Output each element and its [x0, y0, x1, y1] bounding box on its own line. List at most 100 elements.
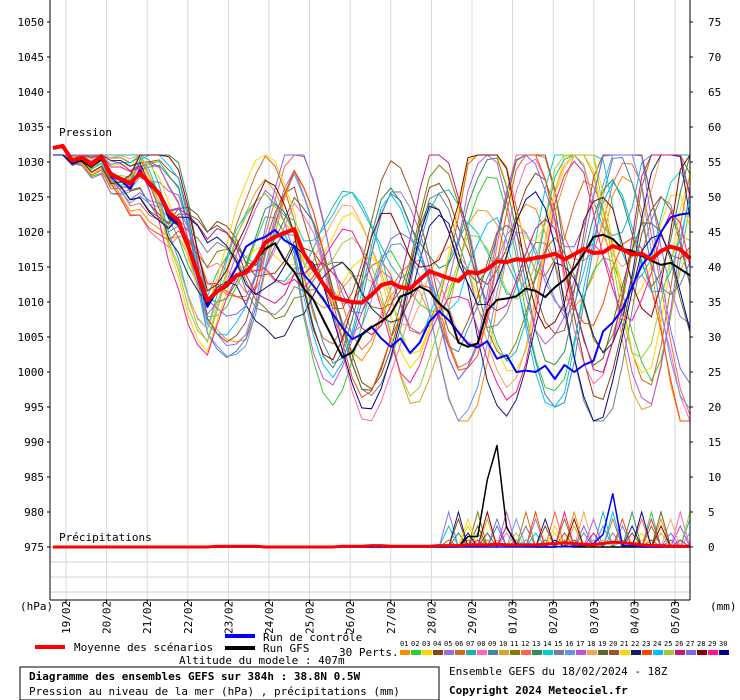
date-tick-label: 21/02 [141, 601, 154, 634]
legend-gfs-label: Run GFS [263, 642, 309, 655]
perturbation-legend: 01 02 03 04 05 06 07 08 09 10 11 12 13 14 15 16 17 18 19 20… [400, 640, 729, 655]
legend-perts-label: 30 Perts. [339, 646, 399, 659]
pressure-tick-label: 1015 [18, 261, 45, 274]
pressure-tick-label: 1000 [18, 366, 45, 379]
pressure-tick-label: 1040 [18, 86, 45, 99]
perturbation-legend-label: 27 [686, 640, 694, 648]
precip-tick-label: 40 [708, 261, 721, 274]
pressure-tick-label: 975 [24, 541, 44, 554]
perturbation-legend-swatch [576, 650, 586, 655]
perturbation-line [53, 154, 690, 422]
precip-tick-label: 60 [708, 121, 721, 134]
pressure-tick-label: 1020 [18, 226, 45, 239]
precip-tick-label: 70 [708, 51, 721, 64]
perturbation-legend-swatch [620, 650, 630, 655]
perturbation-legend-swatch [521, 650, 531, 655]
date-tick-label: 28/02 [425, 601, 438, 634]
axes: 1050104510401035103010251020101510101005… [18, 0, 721, 634]
grid [50, 0, 690, 600]
date-tick-label: 01/03 [507, 601, 520, 634]
pressure-tick-label: 985 [24, 471, 44, 484]
perturbation-line [53, 154, 691, 398]
perturbation-line [53, 154, 691, 401]
perturbation-legend-label: 10 [499, 640, 507, 648]
chart-title: Diagramme des ensembles GEFS sur 384h : … [29, 670, 361, 683]
left-axis-unit: (hPa) [20, 600, 53, 613]
perturbation-line [53, 154, 691, 343]
pressure-tick-label: 1045 [18, 51, 45, 64]
perturbation-legend-swatch [653, 650, 663, 655]
date-tick-label: 19/02 [60, 601, 73, 634]
pressure-mean-line [52, 143, 692, 305]
perturbation-legend-label: 01 [400, 640, 408, 648]
perturbation-legend-swatch [499, 650, 509, 655]
perturbation-legend-label: 05 [444, 640, 452, 648]
perturbation-legend-swatch [400, 650, 410, 655]
date-tick-label: 25/02 [304, 601, 317, 634]
pressure-tick-label: 1010 [18, 296, 45, 309]
date-tick-label: 26/02 [344, 601, 357, 634]
perturbation-legend-swatch [433, 650, 443, 655]
perturbation-legend-label: 13 [532, 640, 540, 648]
legend-control-label: Run de contrôle [263, 631, 362, 644]
perturbation-line [53, 154, 691, 422]
perturbation-legend-swatch [719, 650, 729, 655]
date-tick-label: 24/02 [263, 601, 276, 634]
perturbation-legend-swatch [411, 650, 421, 655]
perturbation-legend-label: 14 [543, 640, 551, 648]
perturbation-legend-label: 02 [411, 640, 419, 648]
perturbation-legend-swatch [609, 650, 619, 655]
perturbation-legend-label: 23 [642, 640, 650, 648]
perturbation-legend-swatch [565, 650, 575, 655]
perturbation-legend-swatch [543, 650, 553, 655]
perturbation-legend-label: 18 [587, 640, 595, 648]
perturbation-legend-swatch [587, 650, 597, 655]
perturbation-line [53, 154, 691, 369]
pressure-tick-label: 980 [24, 506, 44, 519]
perturbation-legend-label: 19 [598, 640, 606, 648]
perturbation-legend-label: 21 [620, 640, 628, 648]
precip-tick-label: 55 [708, 156, 721, 169]
chart-subtitle: Pression au niveau de la mer (hPa) , pré… [29, 685, 400, 698]
precip-tick-label: 15 [708, 436, 721, 449]
perturbation-legend-label: 03 [422, 640, 430, 648]
perturbation-legend-label: 12 [521, 640, 529, 648]
precip-mean-line [53, 540, 690, 549]
perturbation-line [53, 154, 691, 381]
precip-section-label: Précipitations [59, 531, 152, 544]
precip-tick-label: 30 [708, 331, 721, 344]
perturbation-legend-label: 22 [631, 640, 639, 648]
perturbation-legend-label: 04 [433, 640, 441, 648]
perturbation-legend-swatch [675, 650, 685, 655]
main-series [52, 143, 692, 549]
perturbation-legend-label: 20 [609, 640, 617, 648]
date-tick-label: 20/02 [101, 601, 114, 634]
perturbation-legend-label: 09 [488, 640, 496, 648]
run-info: Ensemble GEFS du 18/02/2024 - 18Z [449, 665, 668, 678]
precip-tick-label: 65 [708, 86, 721, 99]
copyright: Copyright 2024 Meteociel.fr [449, 684, 628, 697]
legend-mean-label: Moyenne des scénarios [74, 641, 213, 654]
perturbation-legend-label: 07 [466, 640, 474, 648]
precip-tick-label: 20 [708, 401, 721, 414]
perturbation-legend-label: 17 [576, 640, 584, 648]
pressure-tick-label: 1050 [18, 16, 45, 29]
precip-tick-label: 45 [708, 226, 721, 239]
perturbation-legend-swatch [532, 650, 542, 655]
perturbation-legend-label: 25 [664, 640, 672, 648]
date-tick-label: 23/02 [222, 601, 235, 634]
perturbation-line [53, 154, 691, 361]
date-tick-label: 29/02 [466, 601, 479, 634]
date-tick-label: 02/03 [547, 601, 560, 634]
perturbation-legend-swatch [598, 650, 608, 655]
pressure-tick-label: 1025 [18, 191, 45, 204]
date-tick-label: 22/02 [182, 601, 195, 634]
perturbation-legend-swatch [466, 650, 476, 655]
pressure-tick-label: 1030 [18, 156, 45, 169]
perturbation-legend-swatch [444, 650, 454, 655]
perturbation-legend-swatch [488, 650, 498, 655]
right-axis-unit: (mm) [710, 600, 737, 613]
perturbation-legend-label: 06 [455, 640, 463, 648]
perturbation-legend-swatch [631, 650, 641, 655]
